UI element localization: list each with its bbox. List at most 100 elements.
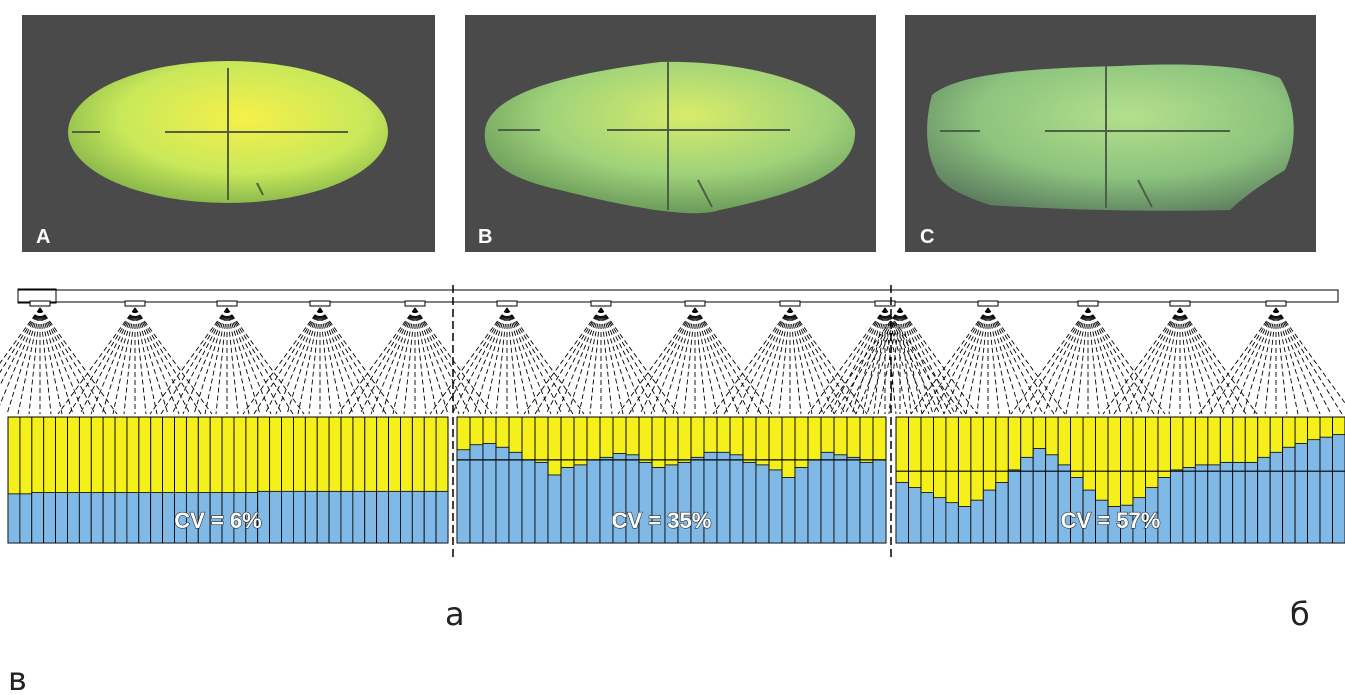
bar: [1046, 455, 1058, 543]
spray-line: [135, 308, 201, 414]
spray-line: [955, 308, 988, 414]
photo-a: A: [22, 15, 435, 252]
bar: [400, 491, 412, 543]
spray-line: [1169, 308, 1180, 414]
nozzle: [1078, 301, 1098, 306]
spray-line: [1088, 308, 1143, 414]
spray-line: [1022, 308, 1088, 414]
spray-line: [1088, 308, 1132, 414]
spray-line: [1088, 308, 1099, 414]
spray-line: [852, 308, 885, 414]
bar: [958, 506, 970, 543]
nozzle: [685, 301, 705, 306]
spray-line: [1221, 308, 1276, 414]
bar: [847, 457, 860, 543]
spray-line: [227, 308, 282, 414]
bar: [1195, 465, 1207, 543]
spray-line: [1180, 308, 1257, 414]
spray-line: [662, 308, 695, 414]
bar: [412, 491, 424, 543]
spray-line: [988, 308, 999, 414]
spray-line: [1180, 308, 1224, 414]
spray-line: [0, 308, 40, 414]
spray-line: [944, 308, 988, 414]
bar: [1183, 467, 1195, 543]
spray-line: [524, 308, 601, 414]
bar: [436, 491, 448, 543]
spray-line: [441, 308, 507, 414]
cv-label: CV = 35%: [612, 508, 712, 533]
spray-line: [790, 308, 823, 414]
spray-line: [557, 308, 601, 414]
bar: [8, 494, 20, 543]
spray-line: [1077, 308, 1088, 414]
bar: [32, 493, 44, 543]
spray-line: [102, 308, 135, 414]
bar: [996, 483, 1008, 543]
spray-line: [601, 308, 667, 414]
bar: [896, 483, 908, 543]
spray-line: [150, 308, 227, 414]
spray-line: [1011, 308, 1088, 414]
spray-line: [1180, 308, 1246, 414]
spray-line: [779, 308, 790, 414]
spray-line: [1103, 308, 1180, 414]
spray-line: [988, 308, 1021, 414]
spray-line: [1055, 308, 1088, 414]
nozzle: [497, 301, 517, 306]
spray-line: [430, 308, 507, 414]
spray-line: [287, 308, 320, 414]
caption: а: [445, 595, 465, 633]
spray-line: [415, 308, 470, 414]
spray-line: [900, 308, 955, 414]
spray-line: [507, 308, 584, 414]
spray-line: [988, 308, 1054, 414]
spray-line: [735, 308, 790, 414]
spray-line: [40, 308, 73, 414]
spray-line: [1276, 308, 1309, 414]
bar: [305, 491, 317, 543]
spray-line: [629, 308, 695, 414]
bar: [756, 465, 769, 543]
spray-line: [988, 308, 1065, 414]
spray-line: [1276, 308, 1342, 414]
spray-line: [1276, 308, 1331, 414]
spray-line: [1265, 308, 1276, 414]
nozzle: [591, 301, 611, 306]
spray-line: [1147, 308, 1180, 414]
bar: [561, 467, 574, 543]
bar: [67, 493, 79, 543]
spray-line: [988, 308, 1032, 414]
bar: [1333, 435, 1345, 543]
spray-line: [320, 308, 353, 414]
spray-line: [900, 308, 911, 414]
spray-line: [135, 308, 190, 414]
spray-line: [695, 308, 706, 414]
bar: [834, 455, 847, 543]
bar: [496, 447, 509, 543]
spray-line: [900, 308, 933, 414]
bar: [821, 452, 834, 543]
caption: б: [1290, 595, 1310, 633]
bar: [389, 491, 401, 543]
spray-line: [1276, 308, 1320, 414]
bar: [1021, 457, 1033, 543]
bar: [139, 493, 151, 543]
spray-line: [227, 308, 260, 414]
nozzle: [405, 301, 425, 306]
bar: [270, 491, 282, 543]
spray-line: [684, 308, 695, 414]
cv-label: CV = 57%: [1061, 508, 1161, 533]
spray-line: [790, 308, 845, 414]
bar: [743, 462, 756, 543]
spray-line: [1180, 308, 1213, 414]
bar: [908, 488, 920, 543]
spray-line: [618, 308, 695, 414]
spray-line: [124, 308, 135, 414]
spray-line: [695, 308, 750, 414]
spray-line: [900, 308, 977, 414]
bar: [1208, 465, 1220, 543]
bar: [535, 462, 548, 543]
spray-line: [135, 308, 168, 414]
bar: [971, 500, 983, 543]
